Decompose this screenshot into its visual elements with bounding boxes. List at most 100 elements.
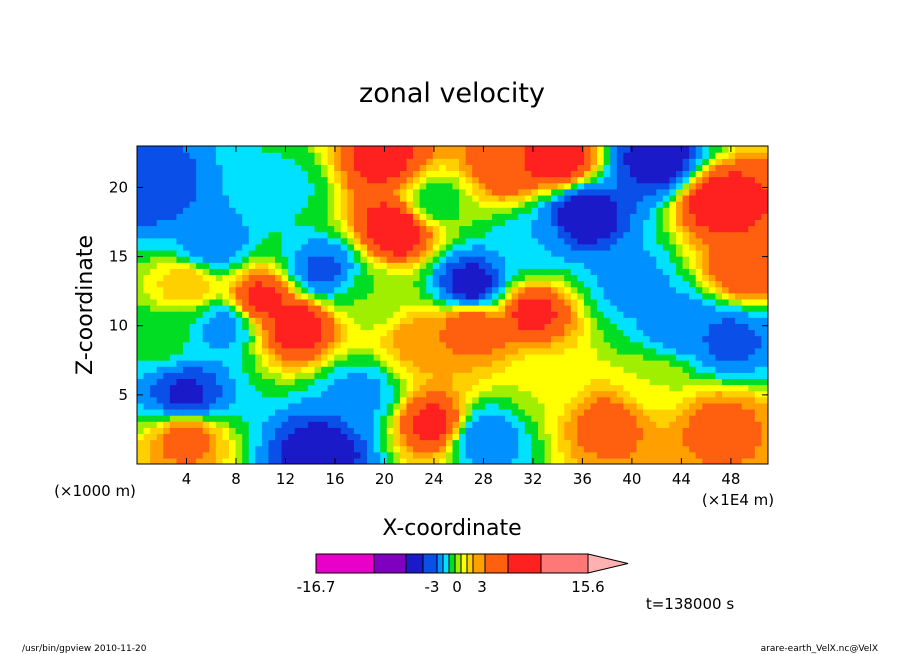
- field-cell: [603, 341, 611, 349]
- field-cell: [689, 146, 697, 153]
- field-cell: [347, 335, 355, 343]
- field-cell: [209, 421, 217, 428]
- field-cell: [485, 237, 493, 245]
- field-cell: [695, 219, 703, 227]
- field-cell: [662, 323, 670, 331]
- field-cell: [419, 396, 427, 404]
- field-cell: [261, 305, 270, 312]
- field-cell: [544, 188, 552, 196]
- field-cell: [261, 360, 270, 367]
- field-cell: [439, 372, 447, 379]
- field-cell: [702, 305, 710, 312]
- field-cell: [373, 188, 381, 196]
- field-cell: [478, 231, 486, 239]
- field-cell: [518, 329, 526, 337]
- field-cell: [183, 347, 191, 355]
- field-cell: [242, 262, 250, 269]
- field-cell: [143, 249, 151, 257]
- field-cell: [137, 188, 145, 196]
- field-cell: [261, 256, 270, 263]
- field-cell: [235, 249, 243, 257]
- field-cell: [242, 439, 250, 447]
- field-cell: [255, 286, 263, 294]
- field-cell: [380, 188, 388, 196]
- field-cell: [261, 390, 270, 398]
- field-cell: [557, 170, 565, 178]
- field-cell: [459, 152, 467, 159]
- field-cell: [478, 201, 486, 208]
- field-cell: [643, 188, 651, 196]
- field-cell: [281, 402, 289, 410]
- field-cell: [261, 372, 270, 379]
- field-cell: [597, 262, 605, 269]
- field-cell: [675, 256, 684, 263]
- field-cell: [294, 231, 302, 239]
- field-cell: [248, 194, 256, 202]
- field-cell: [445, 372, 454, 379]
- field-cell: [702, 390, 710, 398]
- field-cell: [340, 256, 348, 263]
- field-cell: [334, 360, 342, 367]
- field-cell: [669, 286, 677, 294]
- field-cell: [715, 188, 723, 196]
- field-cell: [498, 329, 506, 337]
- field-cell: [583, 347, 592, 355]
- field-cell: [229, 402, 237, 410]
- field-cell: [229, 384, 237, 392]
- field-cell: [590, 305, 598, 312]
- field-cell: [465, 164, 473, 172]
- field-cell: [485, 164, 493, 172]
- field-cell: [393, 146, 401, 153]
- field-cell: [524, 347, 532, 355]
- field-cell: [248, 243, 256, 251]
- field-cell: [741, 213, 749, 220]
- field-cell: [498, 262, 506, 269]
- field-cell: [695, 152, 703, 159]
- field-cell: [156, 188, 164, 196]
- field-cell: [597, 158, 605, 165]
- field-cell: [321, 378, 329, 386]
- field-cell: [564, 402, 572, 410]
- field-cell: [202, 311, 210, 318]
- field-cell: [413, 262, 421, 269]
- field-cell: [261, 451, 270, 459]
- field-cell: [570, 445, 578, 453]
- field-cell: [353, 292, 362, 300]
- field-cell: [452, 353, 460, 361]
- field-cell: [715, 164, 723, 172]
- field-cell: [156, 366, 164, 373]
- field-cell: [721, 207, 730, 214]
- field-cell: [728, 298, 736, 306]
- field-cell: [386, 408, 394, 416]
- field-cell: [340, 262, 348, 269]
- field-cell: [169, 390, 178, 398]
- field-cell: [406, 274, 414, 282]
- field-cell: [169, 286, 178, 294]
- field-cell: [518, 170, 526, 178]
- field-cell: [399, 219, 408, 227]
- field-cell: [163, 317, 171, 324]
- field-cell: [301, 396, 309, 404]
- field-cell: [294, 335, 302, 343]
- field-cell: [715, 225, 723, 233]
- field-cell: [439, 249, 447, 257]
- field-cell: [491, 243, 500, 251]
- field-cell: [695, 170, 703, 178]
- field-cell: [255, 439, 263, 447]
- field-cell: [275, 329, 283, 337]
- field-cell: [288, 298, 296, 306]
- field-cell: [202, 170, 210, 178]
- field-cell: [196, 188, 204, 196]
- field-cell: [327, 457, 335, 464]
- field-cell: [327, 378, 335, 386]
- field-cell: [196, 170, 204, 178]
- field-cell: [537, 390, 546, 398]
- field-cell: [301, 457, 309, 464]
- field-cell: [465, 329, 473, 337]
- field-cell: [583, 323, 592, 331]
- field-cell: [439, 360, 447, 367]
- field-cell: [439, 341, 447, 349]
- field-cell: [406, 201, 414, 208]
- field-cell: [360, 286, 368, 294]
- field-cell: [649, 256, 657, 263]
